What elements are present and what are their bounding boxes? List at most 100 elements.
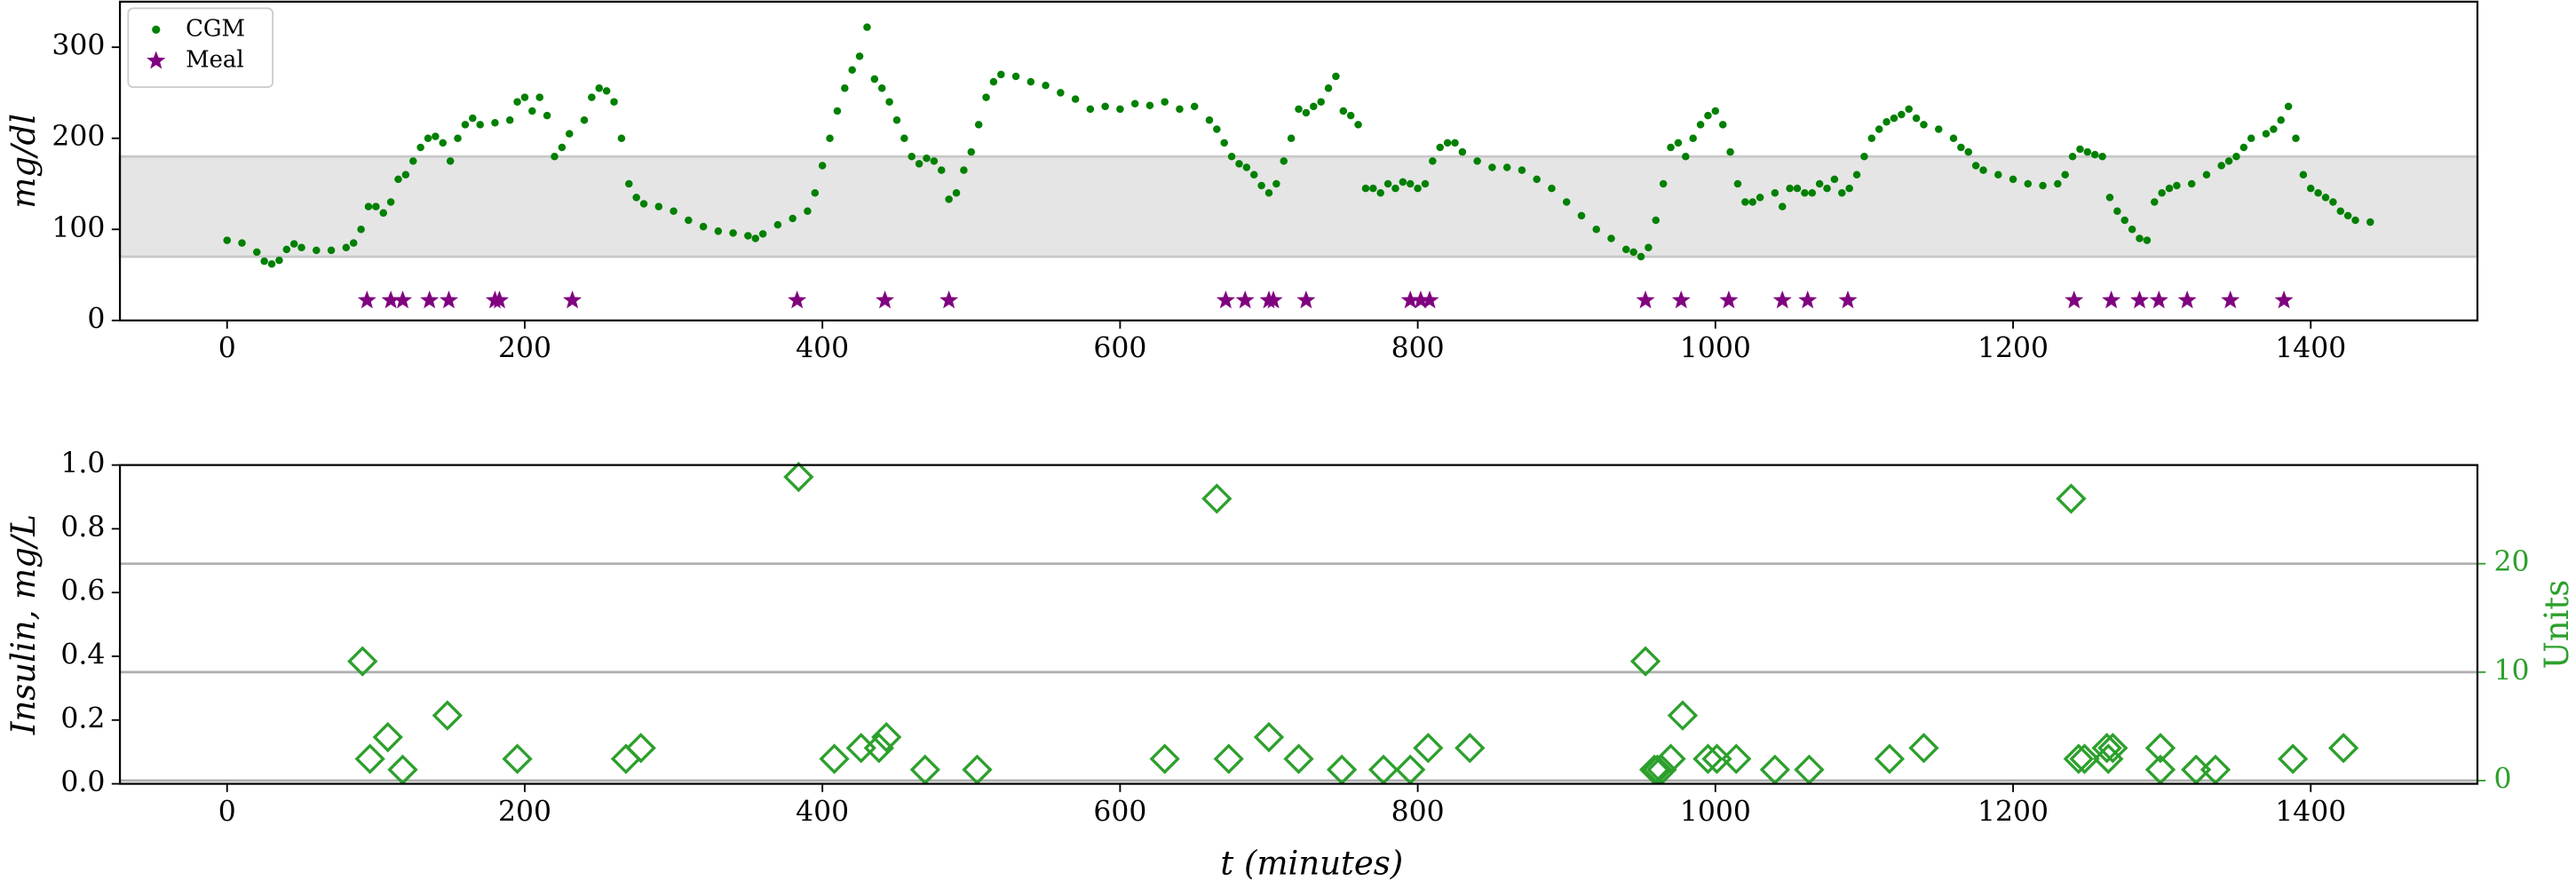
cgm-point bbox=[416, 143, 424, 152]
cgm-point bbox=[997, 70, 1005, 79]
meal-marker bbox=[2149, 290, 2168, 309]
cgm-point bbox=[639, 200, 648, 208]
y-axis-label: Insulin, mg/L bbox=[4, 514, 43, 735]
bolus-marker bbox=[502, 743, 533, 774]
cgm-point bbox=[2113, 207, 2121, 216]
legend-label: Meal bbox=[186, 46, 244, 73]
meal-marker bbox=[381, 290, 400, 309]
cgm-point bbox=[714, 227, 723, 235]
bolus-marker bbox=[2069, 743, 2100, 774]
meal-marker bbox=[489, 290, 510, 309]
cgm-point bbox=[2068, 152, 2077, 161]
bolus-marker bbox=[1692, 743, 1724, 774]
cgm-point bbox=[1280, 157, 1288, 165]
axes-frame bbox=[118, 464, 2479, 785]
cgm-point bbox=[1838, 188, 1846, 197]
bolus-marker bbox=[625, 733, 656, 764]
cgm-point bbox=[2284, 102, 2293, 111]
cgm-point bbox=[2128, 226, 2136, 234]
bolus-marker bbox=[2063, 743, 2094, 774]
cgm-point bbox=[1905, 105, 1913, 114]
cgm-point bbox=[1101, 102, 1109, 111]
bolus-marker bbox=[863, 733, 895, 764]
cgm-point bbox=[1310, 102, 1318, 111]
cgm-point bbox=[1682, 152, 1690, 161]
bolus-marker bbox=[372, 721, 403, 753]
cgm-point bbox=[1852, 171, 1861, 179]
cgm-point bbox=[1994, 171, 2002, 179]
cgm-point bbox=[1875, 125, 1883, 133]
cgm-point bbox=[841, 84, 849, 92]
cgm-point bbox=[543, 111, 551, 120]
cgm-point bbox=[275, 256, 283, 265]
cgm-point bbox=[610, 98, 618, 106]
cgm-point bbox=[1451, 139, 1459, 147]
cgm-point bbox=[2336, 207, 2345, 216]
cgm-point bbox=[1287, 134, 1296, 142]
cgm-point bbox=[789, 214, 797, 223]
cgm-point bbox=[617, 134, 626, 142]
bolus-marker bbox=[783, 461, 814, 493]
bolus-marker bbox=[1721, 743, 1752, 774]
cgm-point bbox=[1845, 184, 1853, 193]
cgm-point bbox=[528, 107, 536, 115]
legend-label: CGM bbox=[186, 15, 245, 42]
cgm-point bbox=[1964, 147, 1973, 156]
cgm-point bbox=[1808, 188, 1817, 197]
meal-marker bbox=[1798, 290, 1818, 309]
cgm-point bbox=[989, 77, 998, 86]
cgm-point bbox=[2270, 125, 2278, 133]
cgm-point bbox=[372, 202, 380, 210]
cgm-point bbox=[2321, 194, 2330, 202]
cgm-point bbox=[1912, 114, 1921, 123]
cgm-point bbox=[773, 220, 782, 229]
cgm-point bbox=[289, 240, 298, 248]
meal-marker bbox=[876, 290, 895, 309]
cgm-point bbox=[1860, 152, 1868, 161]
cgm-point bbox=[1057, 89, 1065, 97]
cgm-point bbox=[1376, 188, 1384, 197]
cgm-point bbox=[357, 226, 365, 234]
cgm-point bbox=[439, 139, 448, 147]
meal-marker bbox=[1671, 290, 1691, 309]
cgm-point bbox=[1815, 179, 1824, 188]
cgm-point bbox=[751, 234, 760, 242]
cgm-point bbox=[2120, 216, 2129, 225]
cgm-point bbox=[2239, 143, 2248, 152]
cgm-point bbox=[313, 246, 321, 255]
cgm-point bbox=[1607, 234, 1615, 242]
cgm-point bbox=[1786, 184, 1794, 193]
cgm-point bbox=[1949, 134, 1958, 142]
cgm-point bbox=[379, 209, 387, 218]
cgm-point bbox=[1502, 163, 1511, 171]
y-tick-label: 0.4 bbox=[60, 639, 105, 671]
meal-marker bbox=[1235, 290, 1255, 309]
cgm-point bbox=[900, 134, 908, 142]
plot-area bbox=[223, 23, 2374, 309]
cgm-point bbox=[2158, 188, 2166, 197]
cgm-point bbox=[1220, 139, 1228, 147]
cgm-point bbox=[2277, 115, 2286, 124]
bolus-marker bbox=[1213, 743, 1244, 774]
cgm-point bbox=[1295, 105, 1303, 114]
cgm-point bbox=[1667, 143, 1675, 152]
bolus-marker bbox=[2093, 743, 2124, 774]
cgm-point bbox=[1071, 95, 1080, 103]
cgm-point bbox=[1399, 178, 1407, 187]
x-tick-label: 1000 bbox=[1680, 333, 1751, 365]
cgm-point bbox=[2343, 211, 2352, 220]
cgm-point bbox=[386, 198, 395, 206]
x-tick-label: 200 bbox=[498, 796, 551, 828]
cgm-point bbox=[2232, 152, 2240, 161]
bolus-marker bbox=[1413, 733, 1444, 764]
cgm-point bbox=[2009, 175, 2017, 184]
cgm-point bbox=[1711, 107, 1720, 115]
cgm-point bbox=[327, 246, 336, 255]
cgm-point bbox=[2202, 171, 2211, 179]
meal-marker bbox=[1296, 290, 1316, 309]
cgm-point bbox=[558, 143, 567, 152]
cgm-point bbox=[1443, 139, 1452, 147]
cgm-point bbox=[1979, 166, 1987, 174]
cgm-point bbox=[729, 229, 737, 237]
bolus-marker bbox=[1283, 743, 1314, 774]
